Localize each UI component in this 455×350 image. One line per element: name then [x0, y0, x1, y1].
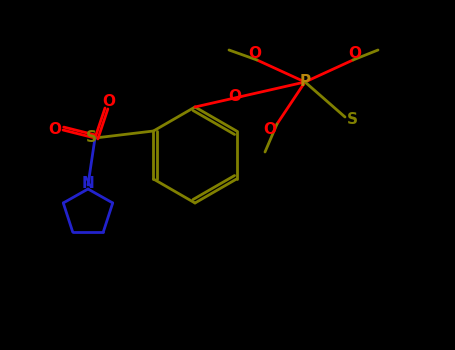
Text: O: O	[49, 122, 61, 138]
Text: P: P	[299, 75, 311, 90]
Text: S: S	[347, 112, 358, 126]
Text: O: O	[349, 46, 362, 61]
Text: O: O	[248, 46, 262, 61]
Text: S: S	[86, 131, 96, 146]
Text: N: N	[81, 175, 94, 190]
Text: O: O	[263, 121, 277, 136]
Text: O: O	[102, 93, 116, 108]
Text: O: O	[229, 89, 242, 104]
